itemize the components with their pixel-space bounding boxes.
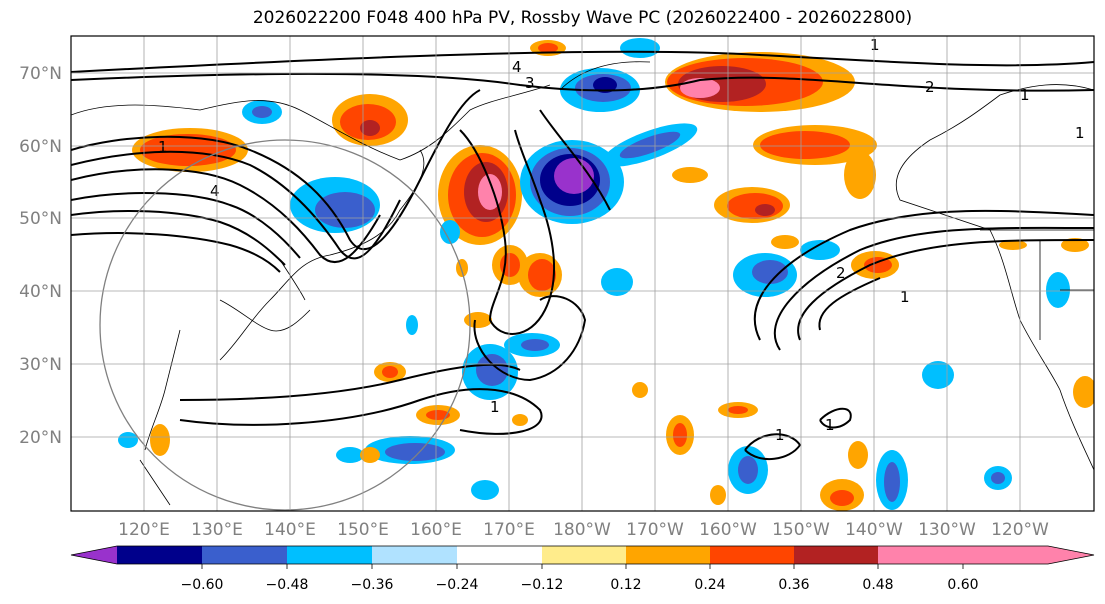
lon-label: 160°E bbox=[410, 520, 462, 540]
longitude-labels: 120°E 130°E 140°E 150°E 160°E 170°E 180°… bbox=[118, 520, 1049, 540]
colorbar-tick-label: 0.36 bbox=[778, 577, 809, 593]
lon-label: 160°W bbox=[699, 520, 757, 540]
colorbar-segment bbox=[117, 546, 202, 564]
lon-label: 170°E bbox=[483, 520, 535, 540]
contour-label: 4 bbox=[512, 58, 522, 76]
colorbar-segment bbox=[710, 546, 794, 564]
contour-label: 1 bbox=[900, 288, 910, 306]
gridlines bbox=[71, 36, 1094, 511]
colorbar-tick-label: −0.36 bbox=[351, 577, 394, 593]
colorbar-segment bbox=[457, 546, 542, 564]
colorbar-tick-label: −0.24 bbox=[436, 577, 479, 593]
colorbar-tick-label: −0.48 bbox=[266, 577, 309, 593]
contour-label: 1 bbox=[870, 36, 880, 54]
colorbar-segment bbox=[372, 546, 457, 564]
map-title: 2026022200 F048 400 hPa PV, Rossby Wave … bbox=[252, 8, 913, 28]
region-circle bbox=[99, 139, 471, 511]
lat-label: 30°N bbox=[19, 355, 62, 375]
colorbar-tick-label: 0.60 bbox=[947, 577, 978, 593]
lon-label: 140°W bbox=[845, 520, 903, 540]
colorbar-segment bbox=[794, 546, 878, 564]
lon-label: 120°E bbox=[118, 520, 170, 540]
lat-label: 70°N bbox=[19, 64, 62, 84]
colorbar-tick-label: −0.12 bbox=[521, 577, 564, 593]
contour-label: 1 bbox=[775, 426, 785, 444]
contour-label: 1 bbox=[1075, 124, 1085, 142]
lon-label: 170°W bbox=[626, 520, 684, 540]
lon-label: 140°E bbox=[264, 520, 316, 540]
lat-label: 40°N bbox=[19, 282, 62, 302]
colorbar-segment bbox=[626, 546, 710, 564]
lon-label: 150°W bbox=[772, 520, 830, 540]
colorbar-segment bbox=[542, 546, 626, 564]
lon-label: 120°W bbox=[991, 520, 1049, 540]
triangle-left-extend-icon bbox=[71, 546, 117, 564]
contour-label: 3 bbox=[525, 74, 535, 92]
contour-label: 1 bbox=[490, 398, 500, 416]
map-panel bbox=[71, 36, 1094, 511]
colorbar-tick-label: 0.12 bbox=[610, 577, 641, 593]
contour-label: 1 bbox=[1020, 86, 1030, 104]
contour-labels: 1 4 3 1 2 1 4 1 1 1 2 1 1 bbox=[158, 36, 1085, 444]
lat-label: 20°N bbox=[19, 428, 62, 448]
colorbar-tick-label: 0.24 bbox=[694, 577, 725, 593]
lat-label: 60°N bbox=[19, 137, 62, 157]
lon-label: 180°W bbox=[553, 520, 611, 540]
colorbar: −0.60 −0.48 −0.36 −0.24 −0.12 0.12 0.24 … bbox=[70, 545, 1095, 593]
triangle-right-extend-icon bbox=[963, 546, 1094, 564]
lat-label: 50°N bbox=[19, 209, 62, 229]
colorbar-segment bbox=[878, 546, 963, 564]
colorbar-segment bbox=[202, 546, 287, 564]
contour-label: 1 bbox=[825, 416, 835, 434]
contour-label: 4 bbox=[210, 182, 220, 200]
lon-label: 130°E bbox=[191, 520, 243, 540]
map-frame bbox=[70, 35, 1095, 512]
contour-label: 2 bbox=[925, 78, 935, 96]
colorbar-tick-label: 0.48 bbox=[862, 577, 893, 593]
contour-label: 1 bbox=[158, 138, 168, 156]
latitude-labels: 70°N 60°N 50°N 40°N 30°N 20°N bbox=[19, 64, 62, 448]
colorbar-segment bbox=[287, 546, 372, 564]
contour-label: 2 bbox=[836, 264, 846, 282]
pv-contours bbox=[71, 50, 1094, 461]
lon-label: 150°E bbox=[337, 520, 389, 540]
colorbar-tick-label: −0.60 bbox=[181, 577, 224, 593]
lon-label: 130°W bbox=[918, 520, 976, 540]
